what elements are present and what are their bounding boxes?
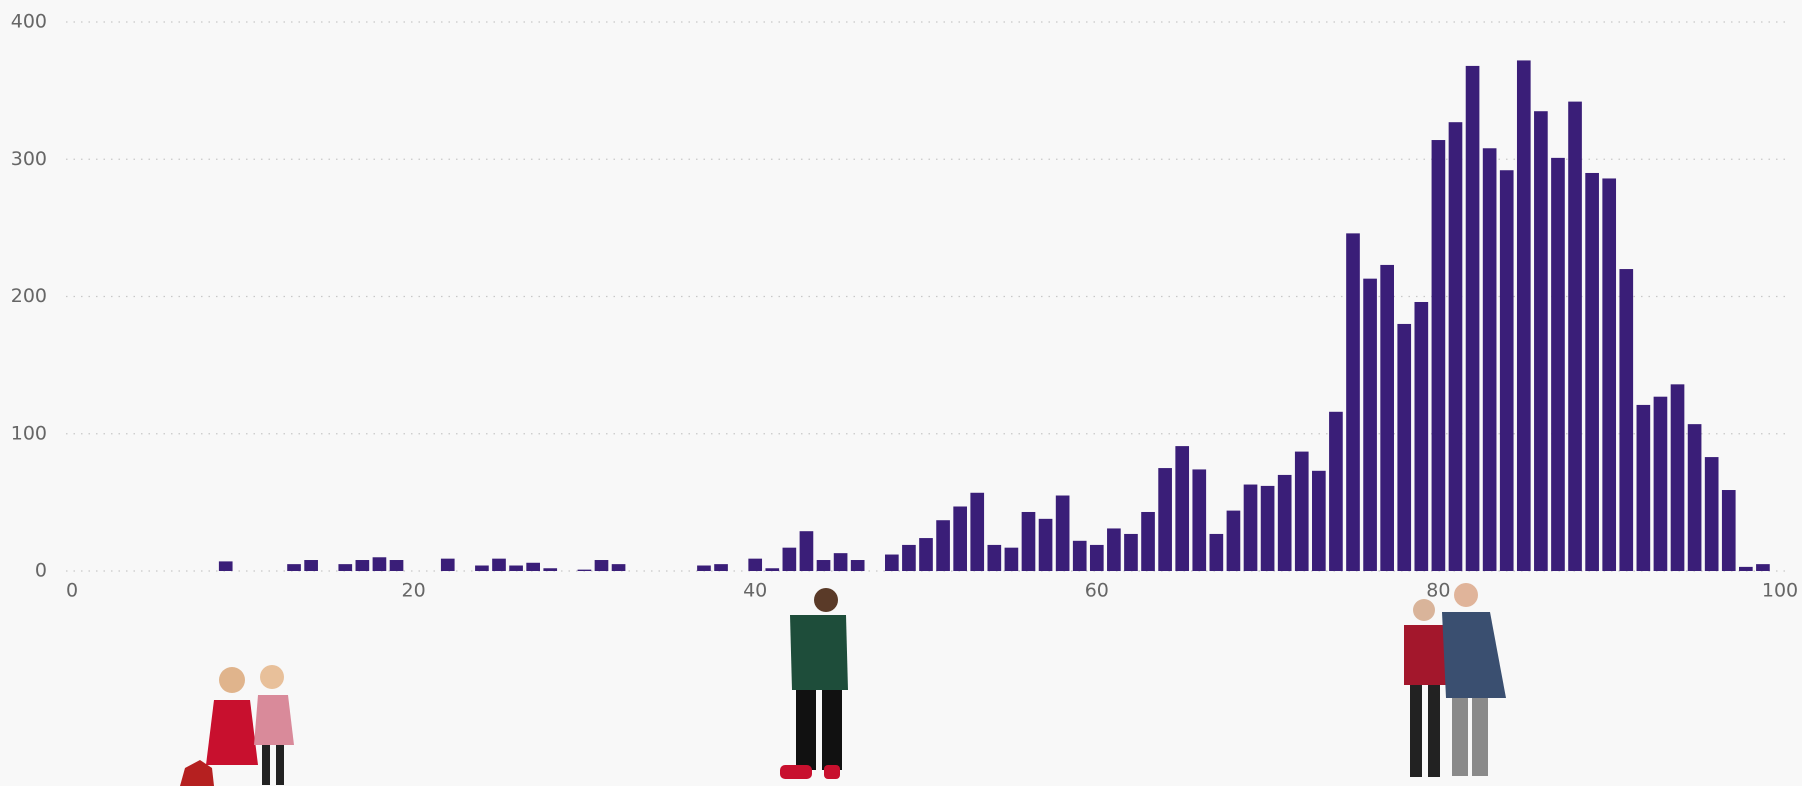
- bar: [1363, 279, 1377, 571]
- bar: [1056, 496, 1070, 571]
- bar: [1175, 446, 1189, 571]
- bar: [287, 564, 301, 571]
- bar: [953, 506, 967, 571]
- bar: [390, 560, 404, 571]
- x-tick-label: 20: [402, 580, 426, 602]
- bar: [1090, 545, 1104, 571]
- bar: [1141, 512, 1155, 571]
- bar: [1449, 122, 1463, 571]
- bar: [1158, 468, 1172, 571]
- bar: [612, 564, 626, 571]
- bar: [697, 566, 711, 571]
- bar: [1210, 534, 1224, 571]
- bar: [475, 566, 489, 571]
- adult-figure: [780, 588, 848, 779]
- bar: [919, 538, 933, 571]
- bar: [1688, 424, 1702, 571]
- y-tick-label: 400: [11, 11, 47, 33]
- bar: [578, 570, 592, 571]
- bar: [1483, 148, 1497, 571]
- bar: [1312, 471, 1326, 571]
- bar: [219, 561, 233, 571]
- x-tick-label: 60: [1085, 580, 1109, 602]
- bar: [509, 566, 523, 571]
- bar: [1654, 397, 1668, 571]
- bar: [970, 493, 984, 571]
- x-tick-label: 100: [1762, 580, 1798, 602]
- bar: [783, 548, 797, 571]
- bar: [1073, 541, 1087, 571]
- bar: [936, 520, 950, 571]
- bar: [817, 560, 831, 571]
- bar: [851, 560, 865, 571]
- bar: [902, 545, 916, 571]
- chart: 0 100 200 300 400 0 20 40 60 80 100: [0, 0, 1802, 786]
- x-tick-label: 40: [743, 580, 767, 602]
- bar: [987, 545, 1001, 571]
- bar: [1005, 548, 1019, 571]
- bar: [1261, 486, 1275, 571]
- illustrations: [180, 583, 1506, 786]
- bar: [1517, 60, 1531, 571]
- bar: [1705, 457, 1719, 571]
- bar: [765, 568, 779, 571]
- bar: [1637, 405, 1651, 571]
- bar: [1500, 170, 1514, 571]
- bar: [543, 568, 557, 571]
- bar: [1551, 158, 1565, 571]
- bar: [1039, 519, 1053, 571]
- bar: [1346, 233, 1360, 571]
- bar: [1568, 102, 1582, 571]
- bar: [1124, 534, 1138, 571]
- x-tick-label: 80: [1426, 580, 1450, 602]
- bar: [1722, 490, 1736, 571]
- bar: [748, 559, 762, 571]
- x-tick-label: 0: [66, 580, 78, 602]
- seniors-figure: [1404, 583, 1506, 777]
- bar: [1329, 412, 1343, 571]
- bar: [1295, 452, 1309, 571]
- bar: [595, 560, 609, 571]
- bar: [1414, 302, 1428, 571]
- bar: [1585, 173, 1599, 571]
- bar: [526, 563, 540, 571]
- y-tick-label: 300: [11, 148, 47, 170]
- bar: [1022, 512, 1036, 571]
- bar: [1534, 111, 1548, 571]
- bar: [1602, 178, 1616, 571]
- bar: [1244, 485, 1258, 571]
- bar: [1756, 564, 1770, 571]
- bar: [1227, 511, 1241, 571]
- bar: [1671, 384, 1685, 571]
- bar: [492, 559, 506, 571]
- bar: [1739, 567, 1753, 571]
- bar: [304, 560, 318, 571]
- bar: [1432, 140, 1446, 571]
- bar: [373, 557, 387, 571]
- bar: [1397, 324, 1411, 571]
- bar: [714, 564, 728, 571]
- y-tick-label: 200: [11, 285, 47, 307]
- y-tick-label: 0: [35, 560, 47, 582]
- bar: [800, 531, 814, 571]
- bar: [338, 564, 352, 571]
- bar: [885, 555, 899, 571]
- bar: [1107, 528, 1121, 571]
- bar: [441, 559, 455, 571]
- bar: [1619, 269, 1633, 571]
- bar: [1278, 475, 1292, 571]
- y-tick-label: 100: [11, 422, 47, 444]
- bar: [1192, 469, 1206, 571]
- bar: [1466, 66, 1480, 571]
- bar: [834, 553, 848, 571]
- bar: [356, 560, 370, 571]
- children-figure: [180, 665, 294, 786]
- bar: [1380, 265, 1394, 571]
